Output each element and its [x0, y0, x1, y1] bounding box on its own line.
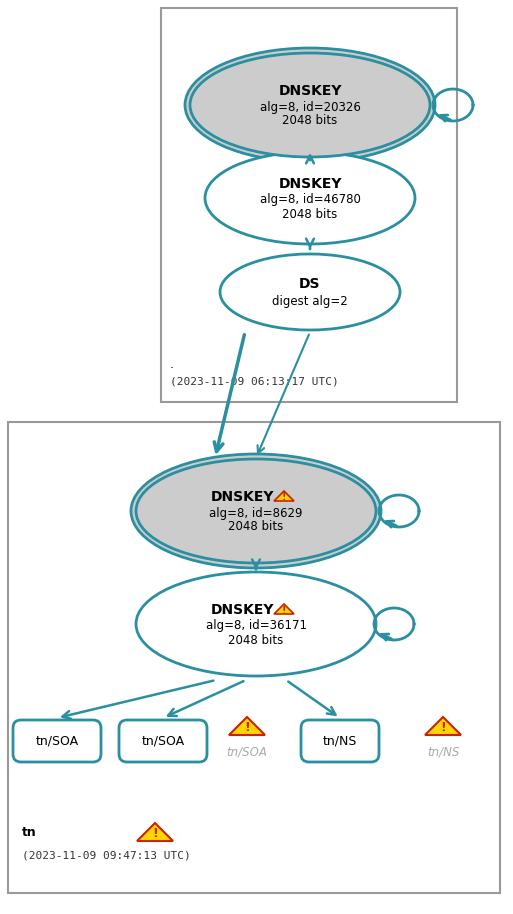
Text: alg=8, id=20326: alg=8, id=20326 [260, 101, 361, 113]
Text: 2048 bits: 2048 bits [282, 207, 338, 220]
Text: !: ! [244, 721, 250, 734]
Ellipse shape [131, 454, 381, 568]
Text: (2023-11-09 06:13:17 UTC): (2023-11-09 06:13:17 UTC) [170, 377, 339, 387]
Text: tn/NS: tn/NS [427, 746, 459, 759]
Text: (2023-11-09 09:47:13 UTC): (2023-11-09 09:47:13 UTC) [22, 851, 191, 861]
Text: digest alg=2: digest alg=2 [272, 294, 348, 307]
Text: 2048 bits: 2048 bits [228, 520, 284, 534]
Text: tn/SOA: tn/SOA [142, 735, 185, 748]
Text: DNSKEY: DNSKEY [210, 490, 274, 504]
FancyBboxPatch shape [119, 720, 207, 762]
Bar [8, 422, 500, 893]
Bar [161, 8, 457, 402]
Text: alg=8, id=8629: alg=8, id=8629 [209, 506, 303, 519]
Text: DNSKEY: DNSKEY [278, 84, 342, 98]
Text: DS: DS [299, 277, 321, 291]
Text: 2048 bits: 2048 bits [282, 114, 338, 127]
Text: tn/SOA: tn/SOA [35, 735, 78, 748]
Text: !: ! [152, 827, 158, 840]
Ellipse shape [205, 152, 415, 244]
Ellipse shape [220, 254, 400, 330]
Text: !: ! [282, 605, 286, 615]
Text: tn: tn [22, 825, 37, 838]
Polygon shape [274, 491, 294, 501]
Text: tn/SOA: tn/SOA [227, 746, 267, 759]
Polygon shape [229, 717, 265, 735]
Text: !: ! [440, 721, 446, 734]
Ellipse shape [136, 572, 376, 676]
FancyBboxPatch shape [13, 720, 101, 762]
Ellipse shape [136, 459, 376, 563]
Text: tn/NS: tn/NS [323, 735, 357, 748]
Ellipse shape [185, 48, 435, 162]
Text: DNSKEY: DNSKEY [278, 177, 342, 191]
Text: alg=8, id=36171: alg=8, id=36171 [206, 620, 306, 632]
Text: !: ! [282, 493, 286, 503]
Text: DNSKEY: DNSKEY [210, 603, 274, 617]
Text: .: . [170, 358, 174, 371]
Polygon shape [425, 717, 461, 735]
Ellipse shape [190, 53, 430, 157]
Polygon shape [137, 823, 173, 841]
Text: alg=8, id=46780: alg=8, id=46780 [260, 194, 361, 207]
Text: 2048 bits: 2048 bits [228, 633, 284, 646]
FancyBboxPatch shape [301, 720, 379, 762]
Polygon shape [274, 604, 294, 614]
